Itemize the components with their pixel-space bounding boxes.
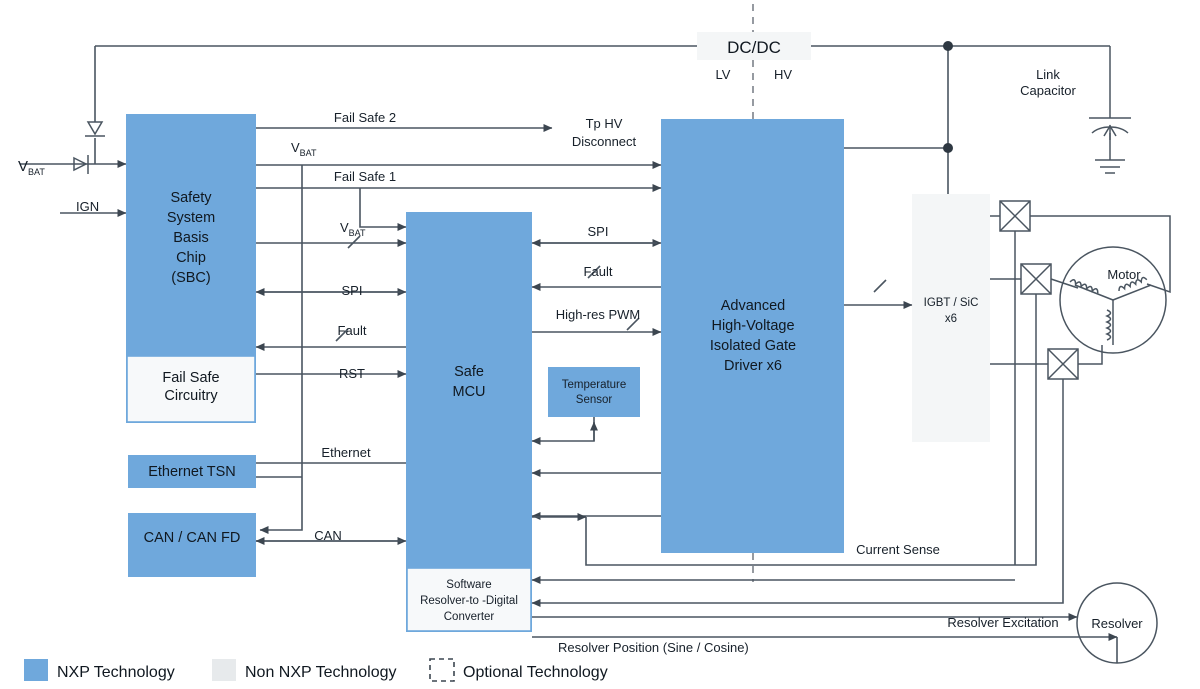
- label-vbat-mcu: VBAT: [340, 220, 366, 238]
- label-lv: LV: [716, 67, 731, 82]
- label-rst: RST: [339, 366, 365, 381]
- block-srdc-label-3: Converter: [444, 611, 495, 623]
- block-fail-safe-circuitry[interactable]: [126, 355, 256, 423]
- label-tp-hv-disconnect-1: Tp HV: [586, 116, 623, 131]
- label-ethernet: Ethernet: [321, 445, 371, 460]
- block-temp-label-1: Temperature: [562, 379, 627, 391]
- block-dcdc-label: DC/DC: [727, 38, 781, 57]
- svg-text:VBAT: VBAT: [18, 158, 45, 177]
- phase-wires: [990, 215, 1171, 540]
- block-sbc-label-3: Basis: [173, 230, 208, 246]
- label-resolver-excitation: Resolver Excitation: [947, 615, 1058, 630]
- wire-group-sbc-out: [255, 124, 662, 534]
- label-fault-sbc-mcu: Fault: [338, 323, 367, 338]
- label-can: CAN: [314, 528, 341, 543]
- label-fault-mcu-gd: Fault: [584, 264, 613, 279]
- label-ign-input: IGN: [76, 199, 99, 214]
- label-fail-safe-2: Fail Safe 2: [334, 110, 396, 125]
- label-hv: HV: [774, 67, 792, 82]
- block-srdc-label-2: Resolver-to -Digital: [420, 595, 518, 607]
- legend-label-optional: Optional Technology: [463, 664, 608, 681]
- block-can-label: CAN / CAN FD: [144, 530, 241, 546]
- diode-vertical-icon: [85, 121, 105, 137]
- block-temperature-sensor[interactable]: [548, 367, 640, 417]
- block-gd-label-3: Isolated Gate: [710, 338, 796, 354]
- label-high-res-pwm: High-res PWM: [556, 307, 641, 322]
- block-ethernet-tsn[interactable]: [128, 455, 256, 488]
- label-fail-safe-1: Fail Safe 1: [334, 169, 396, 184]
- block-mcu-label-1: Safe: [454, 364, 484, 380]
- label-spi-mcu-gd: SPI: [588, 224, 609, 239]
- block-igbt-label-1: IGBT / SiC: [924, 297, 979, 309]
- legend-swatch-nxp: [24, 659, 48, 681]
- legend-swatch-non-nxp: [212, 659, 236, 681]
- block-sbc-label-1: Safety: [170, 190, 212, 206]
- resolver-label: Resolver: [1091, 616, 1143, 631]
- block-igbt-label-2: x6: [945, 313, 957, 325]
- block-srdc-label-1: Software: [446, 579, 491, 591]
- svg-text:VBAT: VBAT: [291, 140, 317, 158]
- label-vbat-top: VBAT: [291, 140, 317, 158]
- motor-label: Motor: [1107, 267, 1141, 282]
- label-resolver-position: Resolver Position (Sine / Cosine): [558, 640, 749, 655]
- label-tp-hv-disconnect-2: Disconnect: [572, 134, 637, 149]
- wire-group-mcu-gatedriver: [531, 239, 662, 520]
- legend: NXP Technology Non NXP Technology Option…: [24, 658, 608, 682]
- block-sbc-label-4: Chip: [176, 250, 206, 266]
- block-dcdc[interactable]: [697, 32, 811, 60]
- legend-label-nxp: NXP Technology: [57, 664, 175, 681]
- block-mcu-label-2: MCU: [452, 384, 485, 400]
- link-capacitor-label-2: Capacitor: [1020, 83, 1076, 98]
- block-gd-label-4: Driver x6: [724, 358, 782, 374]
- legend-swatch-optional: [429, 658, 455, 682]
- block-fsc-label-1: Fail Safe: [162, 370, 219, 386]
- wire-group-feedback-bottom: [531, 470, 1118, 663]
- link-capacitor-label-1: Link: [1036, 67, 1060, 82]
- block-ethernet-tsn-label: Ethernet TSN: [148, 464, 236, 480]
- power-switch-bottom: [1047, 348, 1079, 380]
- junction-dot-mid: [943, 143, 953, 153]
- label-vbat-input: VBAT: [18, 158, 45, 177]
- power-switch-top: [999, 200, 1031, 232]
- block-software-resolver-to-digital-converter[interactable]: [406, 567, 532, 632]
- diode-horizontal-icon: [73, 155, 89, 174]
- block-safe-mcu[interactable]: [406, 212, 532, 632]
- power-switch-mid: [1020, 263, 1052, 295]
- wire-group-top-bus: [20, 45, 1110, 168]
- wire-group-ethernet-can: [255, 462, 407, 545]
- label-current-sense: Current Sense: [856, 542, 940, 557]
- hv-rail-wires: [844, 41, 953, 194]
- block-gd-label-2: High-Voltage: [711, 318, 794, 334]
- junction-dot-top: [943, 41, 953, 51]
- svg-text:VBAT: VBAT: [340, 220, 366, 238]
- label-spi-sbc-mcu: SPI: [342, 283, 363, 298]
- block-igbt-sic[interactable]: [912, 194, 990, 442]
- legend-label-non-nxp: Non NXP Technology: [245, 664, 397, 681]
- bus-slash-marks: [335, 235, 887, 342]
- block-gate-driver[interactable]: [661, 119, 844, 553]
- block-gd-label-1: Advanced: [721, 298, 786, 314]
- link-capacitor-symbol: [1089, 46, 1131, 174]
- block-can[interactable]: [128, 513, 256, 577]
- block-fsc-label-2: Circuitry: [164, 388, 218, 404]
- block-sbc-label-5: (SBC): [171, 270, 210, 286]
- block-sbc-label-2: System: [167, 210, 215, 226]
- motor-symbol: [1059, 246, 1167, 354]
- block-temp-label-2: Sensor: [576, 394, 613, 406]
